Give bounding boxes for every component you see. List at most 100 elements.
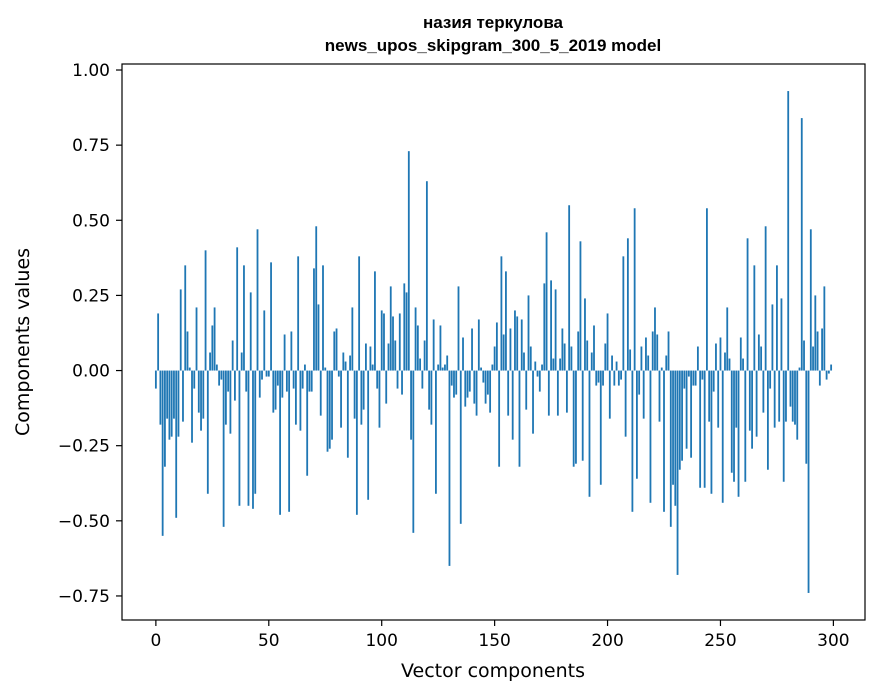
bar bbox=[344, 361, 347, 371]
y-tick-label: 1.00 bbox=[72, 61, 110, 81]
x-tick-label: 200 bbox=[591, 631, 623, 651]
bar bbox=[502, 334, 505, 371]
bar bbox=[414, 307, 417, 371]
bar bbox=[654, 307, 656, 371]
bar bbox=[342, 352, 345, 371]
bar bbox=[617, 370, 620, 386]
bar bbox=[335, 328, 338, 371]
bar bbox=[570, 346, 573, 371]
bar bbox=[319, 370, 322, 416]
bar bbox=[737, 370, 740, 497]
bar bbox=[710, 370, 713, 494]
bar bbox=[667, 331, 670, 371]
bar bbox=[760, 346, 763, 371]
bar bbox=[349, 355, 351, 371]
bar bbox=[805, 370, 808, 464]
bar bbox=[385, 370, 388, 404]
bar bbox=[663, 370, 665, 512]
bar bbox=[403, 283, 406, 371]
bar bbox=[577, 331, 580, 371]
bar bbox=[245, 370, 248, 392]
bar bbox=[814, 295, 817, 371]
bar bbox=[164, 370, 166, 467]
bar bbox=[708, 370, 711, 422]
bar bbox=[425, 181, 428, 371]
bar bbox=[509, 328, 512, 371]
bar bbox=[224, 370, 227, 425]
bar bbox=[290, 331, 293, 371]
bar bbox=[254, 370, 257, 494]
bar bbox=[197, 370, 200, 413]
x-axis-ticks: 0 50 100 150 200 250 300 bbox=[150, 620, 850, 651]
bar bbox=[213, 307, 216, 371]
bar bbox=[468, 370, 471, 392]
bar bbox=[579, 241, 582, 371]
bar bbox=[803, 340, 805, 371]
bar bbox=[234, 370, 236, 401]
bar bbox=[297, 256, 300, 371]
y-tick-label: −0.25 bbox=[58, 437, 110, 457]
x-tick-label: 50 bbox=[258, 631, 280, 651]
bar bbox=[489, 370, 492, 413]
bar bbox=[724, 352, 726, 371]
bar bbox=[480, 367, 482, 371]
bar bbox=[717, 370, 720, 428]
bar bbox=[561, 328, 564, 371]
bar bbox=[669, 370, 672, 527]
bar bbox=[236, 247, 239, 371]
bar bbox=[642, 370, 645, 419]
bar bbox=[466, 370, 469, 398]
bar bbox=[825, 370, 828, 380]
x-tick-label: 150 bbox=[478, 631, 510, 651]
bar bbox=[389, 286, 392, 371]
bar bbox=[367, 370, 370, 500]
bar bbox=[830, 364, 833, 371]
bar bbox=[184, 265, 187, 371]
bar bbox=[439, 325, 442, 371]
bar bbox=[762, 370, 765, 413]
bar bbox=[412, 370, 415, 533]
bar bbox=[310, 370, 313, 392]
bar bbox=[812, 346, 814, 371]
bar bbox=[778, 370, 781, 422]
bar bbox=[575, 370, 577, 464]
bar bbox=[322, 265, 324, 371]
bar bbox=[563, 343, 566, 371]
bar bbox=[773, 370, 776, 428]
bar bbox=[227, 370, 230, 392]
bar bbox=[450, 370, 453, 386]
bar bbox=[800, 118, 803, 371]
y-tick-label: −0.75 bbox=[58, 587, 110, 607]
bar bbox=[620, 370, 622, 380]
bar bbox=[371, 364, 374, 371]
bar bbox=[645, 337, 647, 371]
bar bbox=[419, 358, 422, 371]
bar bbox=[204, 250, 207, 371]
bar bbox=[288, 370, 291, 512]
bar bbox=[742, 358, 744, 371]
bar bbox=[218, 370, 221, 386]
bar bbox=[301, 370, 304, 389]
bar bbox=[514, 310, 516, 371]
bar bbox=[536, 370, 539, 377]
y-tick-label: −0.50 bbox=[58, 512, 110, 532]
bar bbox=[407, 151, 410, 371]
bar bbox=[195, 307, 198, 371]
bar bbox=[584, 298, 586, 371]
bar bbox=[355, 370, 358, 515]
bar bbox=[186, 331, 189, 371]
bar bbox=[624, 370, 627, 437]
bar bbox=[602, 370, 604, 386]
bar bbox=[272, 370, 275, 413]
bar bbox=[593, 325, 595, 371]
bar bbox=[435, 370, 437, 494]
bar bbox=[703, 370, 706, 488]
bar bbox=[523, 352, 525, 371]
bar bbox=[665, 355, 668, 371]
bar bbox=[471, 328, 473, 371]
bar bbox=[401, 370, 403, 395]
bar bbox=[660, 367, 663, 371]
bar bbox=[258, 370, 261, 398]
bar bbox=[674, 370, 677, 506]
bar bbox=[556, 370, 559, 416]
